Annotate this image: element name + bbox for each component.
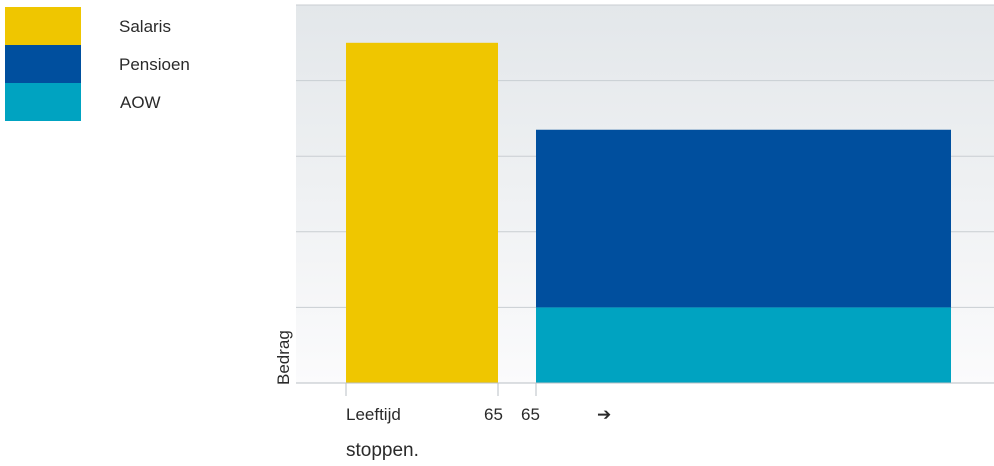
bar-aow	[536, 307, 951, 383]
y-axis-label: Bedrag	[274, 330, 293, 385]
legend-label-salaris: Salaris	[119, 17, 171, 36]
legend-label-pensioen: Pensioen	[119, 55, 190, 74]
legend-label-aow: AOW	[120, 93, 161, 112]
x-start-label: Leeftijd	[346, 405, 401, 424]
legend: Salaris Pensioen AOW	[5, 7, 190, 121]
x-tick-label-65-start-pension: 65	[521, 405, 540, 424]
legend-swatch-pensioen	[5, 45, 81, 83]
arrow-right-icon: ➔	[597, 405, 611, 424]
caption: stoppen.	[346, 440, 419, 461]
bar-salaris	[346, 42, 498, 384]
legend-swatch-salaris	[5, 7, 81, 45]
x-tick-label-65-end-salary: 65	[484, 405, 503, 424]
bar-pensioen	[536, 129, 951, 308]
bars	[346, 42, 951, 384]
legend-swatch-aow	[5, 83, 81, 121]
